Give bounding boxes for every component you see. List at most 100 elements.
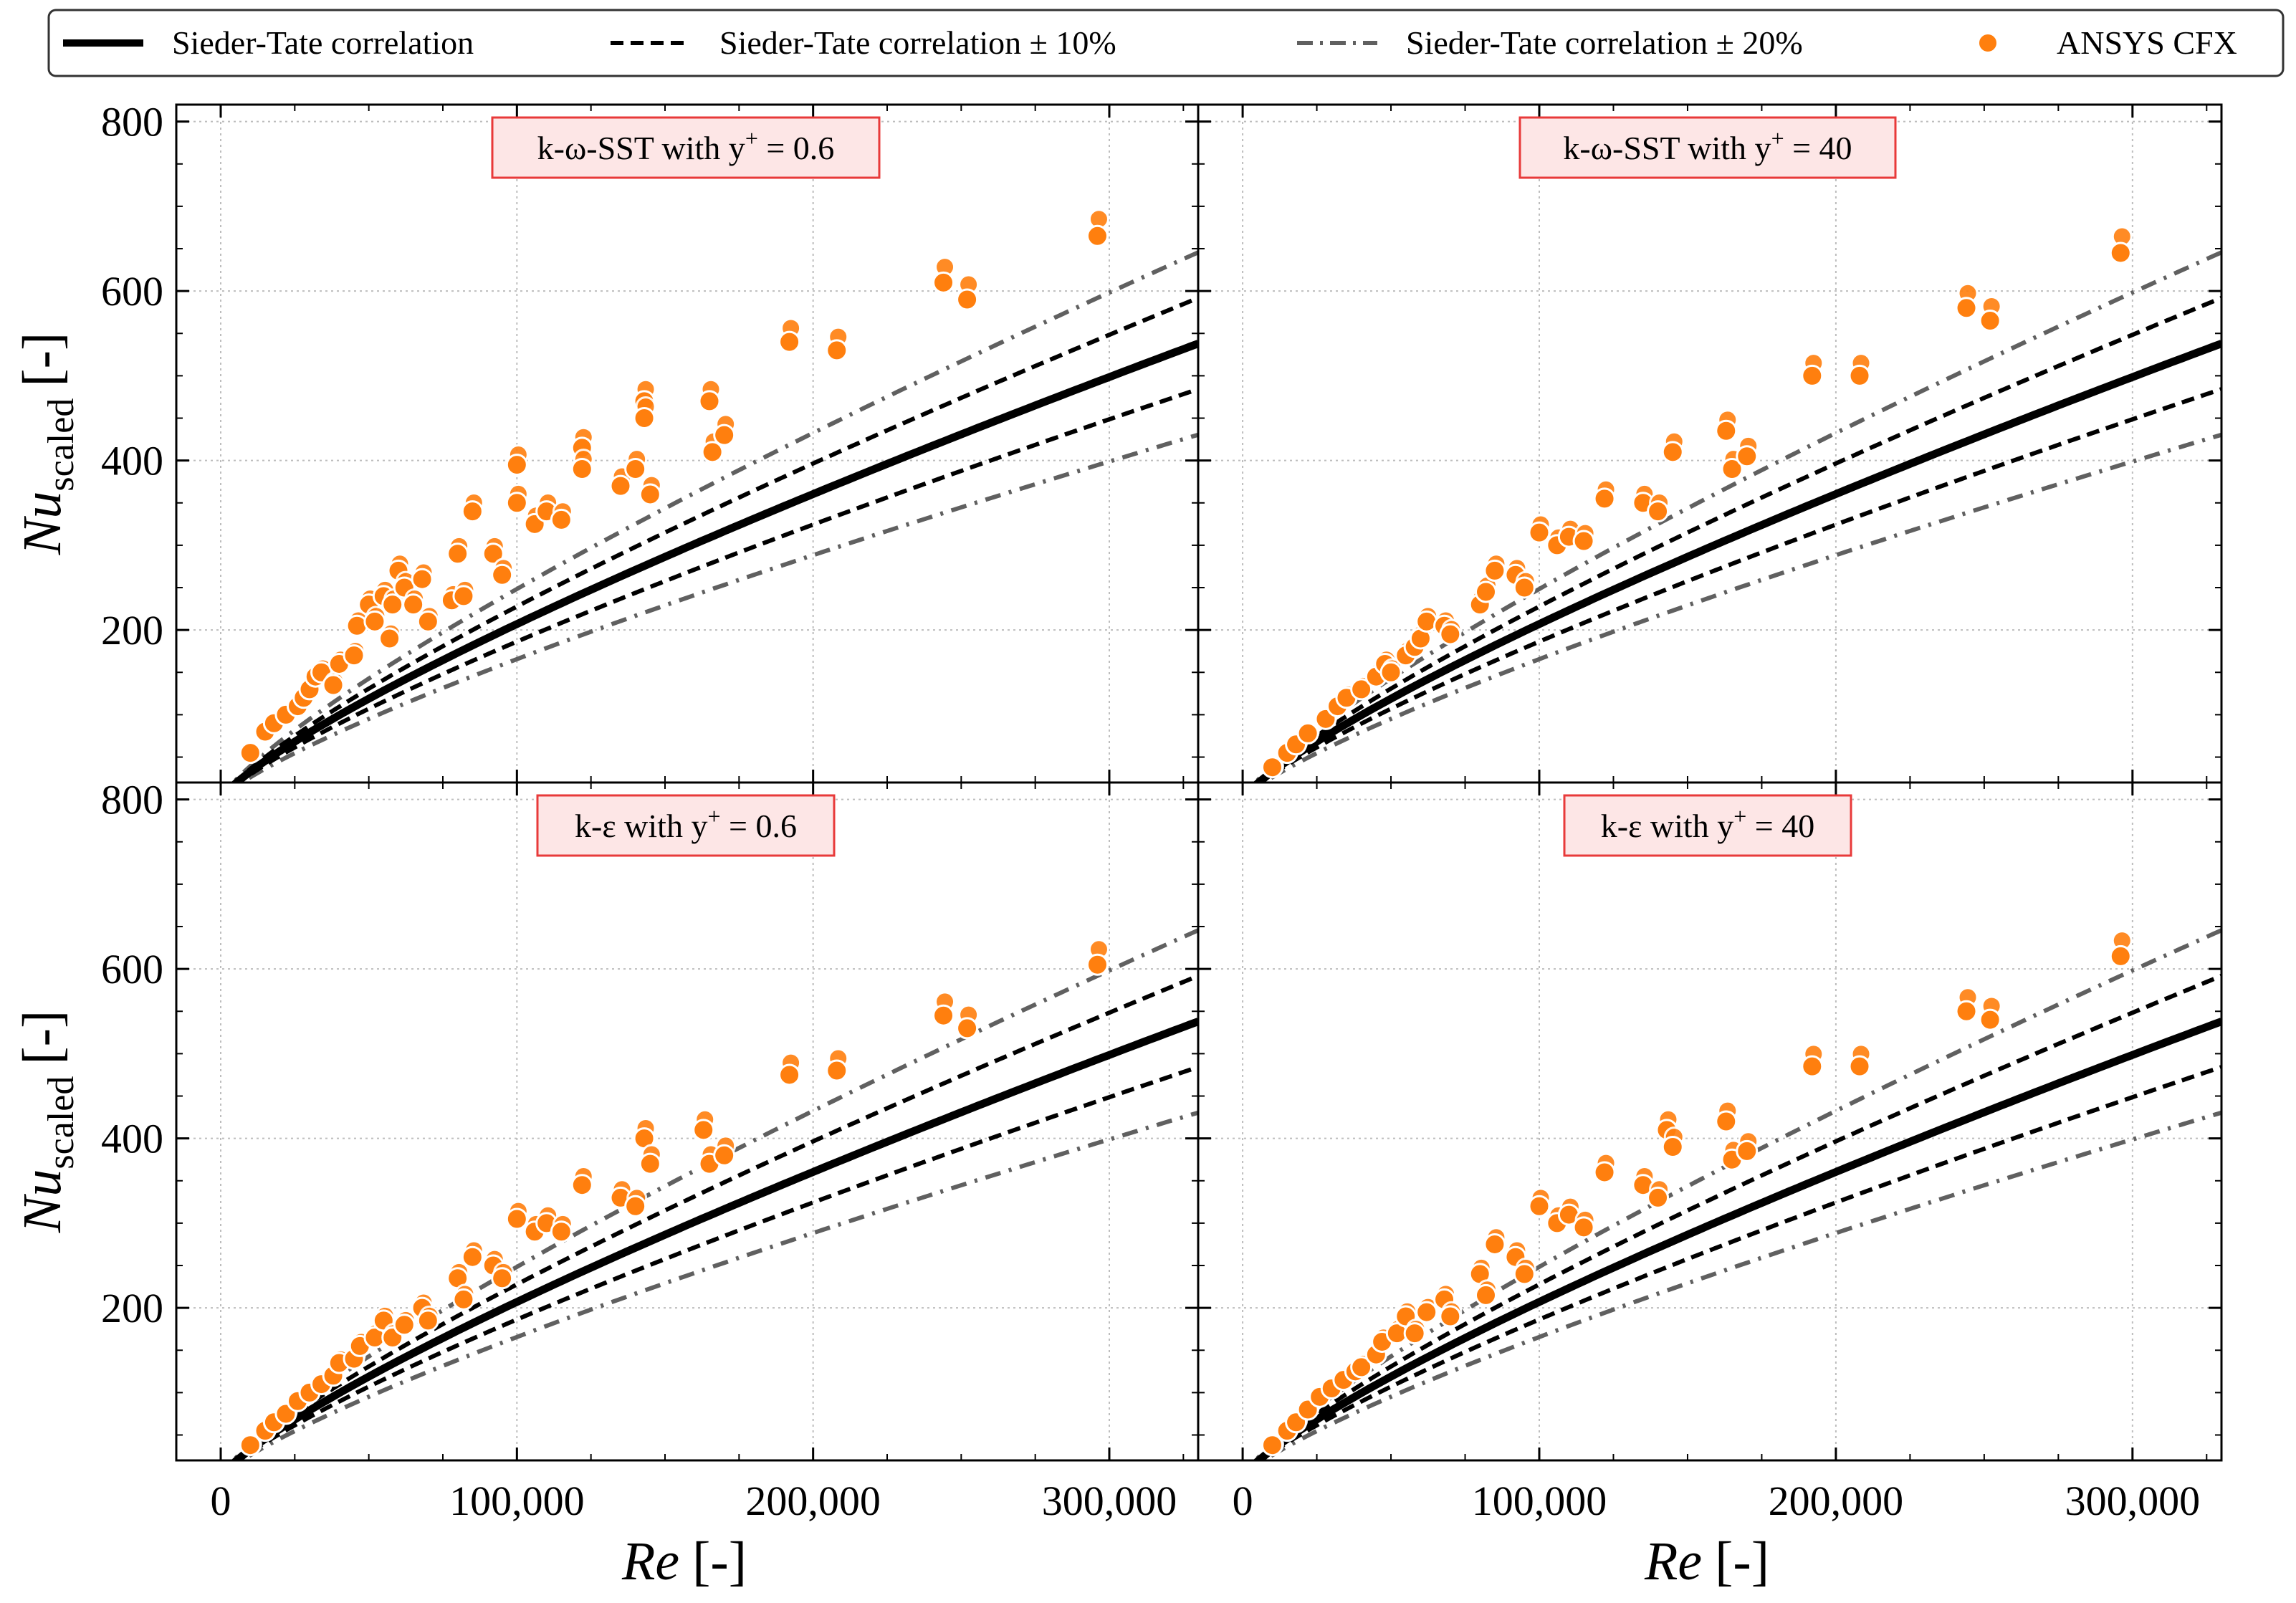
panel-title-sup: + <box>1771 125 1784 151</box>
cfx-point <box>239 1434 262 1457</box>
y-tick-label: 200 <box>101 607 163 654</box>
cfx-point <box>778 1063 801 1086</box>
cfx-point <box>1848 364 1871 387</box>
cfx-point <box>452 1288 475 1311</box>
cfx-point <box>713 1144 736 1167</box>
cfx-point <box>1439 1305 1462 1328</box>
plot-area <box>1252 928 2221 1460</box>
cfx-point <box>416 1309 439 1332</box>
legend-label: Sieder-Tate correlation <box>172 24 474 61</box>
panel-title-box <box>536 794 836 857</box>
cfx-point <box>491 563 514 586</box>
band-plus-10-line <box>1253 974 2221 1460</box>
cfx-point <box>1572 530 1595 552</box>
cfx-point <box>1848 1055 1871 1078</box>
axes-frame <box>1197 103 2223 784</box>
panel-title: k-ε with y+ = 40 <box>1601 803 1814 844</box>
axes-frame <box>1197 781 2223 1462</box>
cfx-point <box>1593 1161 1616 1184</box>
y-axis-label: Nuscaled [-] <box>12 332 82 556</box>
correlation-line <box>1253 340 2221 783</box>
cfx-point <box>1801 364 1824 387</box>
cfx-point <box>2109 241 2132 264</box>
y-axis-label-main: Nu <box>12 492 72 556</box>
cfx-point <box>633 407 656 430</box>
y-tick-label: 400 <box>101 1116 163 1162</box>
cfx-point <box>1736 445 1759 468</box>
legend-label: Sieder-Tate correlation ± 10% <box>719 24 1116 61</box>
cfx-point <box>1350 678 1373 701</box>
cfx-point <box>713 424 736 446</box>
legend-marker-cfx <box>1978 33 1998 53</box>
panel-title-box <box>1563 794 1852 857</box>
cfx-point <box>1483 559 1506 582</box>
cfx-point <box>638 1152 661 1175</box>
cfx-point <box>446 542 469 565</box>
cfx-point <box>701 441 724 464</box>
cfx-point <box>1513 1263 1536 1286</box>
y-axis-label-main: Nu <box>12 1169 72 1234</box>
x-tick-label: 0 <box>211 1478 231 1524</box>
cfx-point <box>1086 224 1109 247</box>
panel-title-main: k-ω-SST with y <box>1563 130 1771 166</box>
x-axis-label-main: Re <box>1644 1531 1702 1592</box>
x-tick-label: 300,000 <box>1042 1478 1177 1524</box>
cfx-point <box>505 492 528 515</box>
panel-title-tail: = 40 <box>1746 808 1814 844</box>
cfx-point <box>1715 1110 1738 1133</box>
band-minus-20-line <box>1260 1110 2221 1460</box>
y-tick-label: 600 <box>101 946 163 992</box>
cfx-point <box>1647 1186 1670 1209</box>
band-minus-20-line <box>237 432 1198 783</box>
cfx-point <box>1513 576 1536 599</box>
x-axis-label-unit: [-] <box>692 1531 747 1592</box>
y-tick-label: 800 <box>101 777 163 823</box>
legend-frame <box>47 9 2285 77</box>
cfx-point <box>1736 1139 1759 1162</box>
cfx-point <box>956 288 979 311</box>
x-tick-label: 200,000 <box>745 1478 881 1524</box>
cfx-point <box>609 474 632 497</box>
x-tick-label: 200,000 <box>1769 1478 1904 1524</box>
cfx-point <box>550 1220 573 1243</box>
cfx-point <box>1955 297 1978 320</box>
cfx-point <box>505 1207 528 1230</box>
panel-title-main: k-ε with y <box>1601 808 1733 844</box>
chart-panel-1: 200 400 600 800 k-ω-SST with y+ = 0.6 Nuscale… <box>12 99 1200 784</box>
cfx-point <box>1661 1135 1684 1158</box>
cfx-point <box>491 1267 514 1290</box>
cfx-point <box>1715 419 1738 442</box>
panel-title-box <box>491 116 881 179</box>
plot-area <box>230 928 1198 1460</box>
plot-area <box>230 209 1198 783</box>
band-plus-10-line <box>231 296 1198 783</box>
y-tick-label: 800 <box>101 99 163 145</box>
cfx-point <box>826 1059 848 1082</box>
x-axis-label: Re [-] <box>1644 1531 1769 1592</box>
cfx-point <box>452 585 475 608</box>
panel-title-box <box>1518 116 1897 179</box>
cfx-point <box>1350 1356 1373 1379</box>
panel-title-main: k-ω-SST with y <box>537 130 745 166</box>
y-axis-label-sub: scaled <box>41 1076 82 1169</box>
cfx-point <box>1528 1195 1551 1217</box>
x-axis-label: Re [-] <box>621 1531 747 1592</box>
cfx-point <box>1661 441 1684 464</box>
legend: Sieder-Tate correlation Sieder-Tate corre… <box>47 9 2285 77</box>
cfx-point <box>461 1245 484 1268</box>
band-minus-10-line <box>1257 387 2221 783</box>
cfx-point <box>402 593 425 616</box>
panel-title-sup: + <box>707 803 720 829</box>
panel-title-tail: = 0.6 <box>758 130 834 166</box>
band-minus-20-line <box>237 1110 1198 1460</box>
y-axis-label-sub: scaled <box>41 398 82 492</box>
band-plus-20-line <box>1252 250 2221 783</box>
cfx-point <box>1979 310 2001 332</box>
panel-title-main: k-ε with y <box>575 808 707 844</box>
cfx-point <box>1415 1301 1438 1324</box>
y-axis-label-unit: [-] <box>12 1010 72 1065</box>
cfx-point <box>505 454 528 477</box>
panel-title: k-ε with y+ = 0.6 <box>575 803 797 844</box>
panel-title-sup: + <box>745 125 758 151</box>
cfx-point <box>1261 756 1283 779</box>
